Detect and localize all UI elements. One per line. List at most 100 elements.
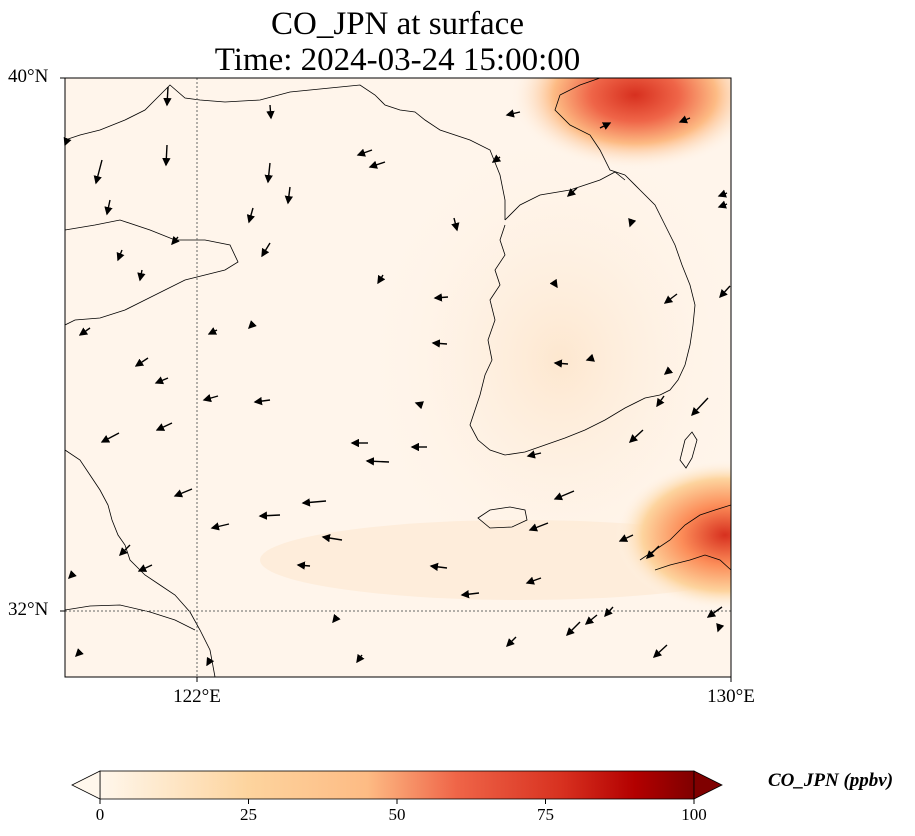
x-tick-label-122e: 122°E [173, 686, 221, 707]
wind-arrow [706, 606, 723, 618]
wind-arrow [585, 353, 595, 362]
wind-arrow [261, 242, 271, 258]
wind-arrow [202, 394, 219, 403]
wind-arrow [506, 636, 517, 647]
concentration-band-south [260, 520, 731, 600]
wind-vectors [63, 86, 731, 667]
wind-arrow [264, 162, 273, 184]
colorbar-extend-low [71, 770, 101, 800]
wind-arrow [93, 159, 103, 185]
wind-arrow [104, 199, 113, 216]
co-concentration-field [260, 78, 731, 610]
wind-arrow [75, 648, 84, 657]
wind-arrow [134, 357, 149, 367]
coastline-jeju [477, 506, 528, 529]
wind-arrow [377, 274, 386, 285]
wind-arrow [431, 339, 448, 348]
wind-arrow [553, 490, 575, 501]
wind-arrow [656, 395, 665, 408]
map-subtitle-time: Time: 2024-03-24 15:00:00 [214, 42, 581, 78]
concentration-hotspot-southeast [615, 460, 731, 610]
wind-arrow [599, 122, 612, 130]
wind-arrow [604, 606, 614, 618]
wind-arrow [433, 293, 449, 302]
wind-arrow [652, 644, 668, 658]
wind-arrow [549, 278, 558, 289]
wind-arrow [414, 401, 424, 410]
coastlines [65, 78, 731, 677]
coastline-korea-west [469, 224, 506, 456]
wind-arrow [78, 327, 91, 336]
wind-arrow [68, 570, 77, 579]
coastline-korea-south [504, 394, 661, 456]
colorbar-label-75: 75 [537, 805, 554, 824]
wind-arrow [155, 422, 173, 431]
wind-arrow [210, 522, 230, 531]
wind-arrow [173, 488, 193, 498]
wind-arrow [171, 235, 180, 246]
concentration-hotspot-northeast [510, 78, 731, 170]
coastline-north-korea [554, 78, 626, 176]
wind-arrow [716, 623, 725, 633]
wind-arrow [332, 613, 341, 624]
wind-arrow [162, 144, 171, 167]
wind-arrow [717, 189, 728, 198]
wind-arrow [246, 207, 255, 224]
coastline-korea-east [624, 174, 696, 396]
wind-arrow [137, 269, 146, 282]
wind-arrow [505, 109, 521, 118]
wind-arrow [584, 614, 598, 625]
wind-arrow [301, 498, 327, 507]
wind-arrow [119, 544, 131, 556]
wind-arrow [566, 187, 578, 197]
wind-arrow [526, 450, 542, 459]
wind-arrow [163, 86, 172, 107]
colorbar-label-0: 0 [95, 805, 105, 824]
wind-arrow [154, 376, 169, 385]
wind-arrow [460, 590, 480, 599]
wind-arrow [451, 217, 460, 232]
wind-arrow [253, 396, 271, 406]
y-tick-label-32n: 32°N [8, 599, 49, 620]
wind-arrow [206, 656, 215, 667]
wind-arrow [618, 534, 634, 542]
wind-arrow [719, 285, 731, 299]
wind-arrow [566, 621, 581, 636]
colorbar-label-100: 100 [681, 805, 707, 824]
x-tick-label-130e: 130°E [707, 686, 755, 707]
wind-arrow [678, 115, 691, 124]
y-tick-label-40n: 40°N [8, 66, 49, 87]
colorbar-extend-high [693, 770, 723, 800]
colorbar-body [99, 770, 695, 800]
wind-arrow [116, 249, 125, 262]
wind-arrow [525, 576, 542, 585]
wind-arrow [296, 561, 311, 570]
wind-arrow [248, 320, 257, 329]
wind-arrow [284, 186, 294, 205]
wind-arrow [356, 653, 365, 664]
wind-arrow [663, 366, 674, 375]
coastline-yangtze-delta [65, 604, 196, 631]
wind-arrow [553, 359, 569, 368]
coastline-china-bohai [65, 84, 506, 220]
wind-arrow [717, 200, 728, 209]
wind-arrow [528, 522, 549, 532]
wind-arrow [491, 154, 502, 163]
wind-arrow [356, 148, 373, 157]
wind-arrow [266, 104, 275, 120]
colorbar-title: CO_JPN (ppbv) [768, 770, 894, 791]
wind-arrow [137, 564, 153, 572]
coastline-shandong [65, 219, 239, 326]
wind-arrow [100, 432, 120, 443]
wind-arrow [646, 545, 660, 559]
concentration-low-korea [360, 120, 731, 600]
coastline-tsushima [679, 431, 698, 469]
wind-arrow [663, 293, 678, 304]
wind-arrow [429, 562, 448, 572]
map-frame [64, 77, 732, 678]
wind-arrow [321, 533, 343, 543]
map-title: CO_JPN at surface [271, 6, 524, 42]
wind-arrow [258, 511, 281, 520]
wind-arrow [365, 457, 390, 466]
